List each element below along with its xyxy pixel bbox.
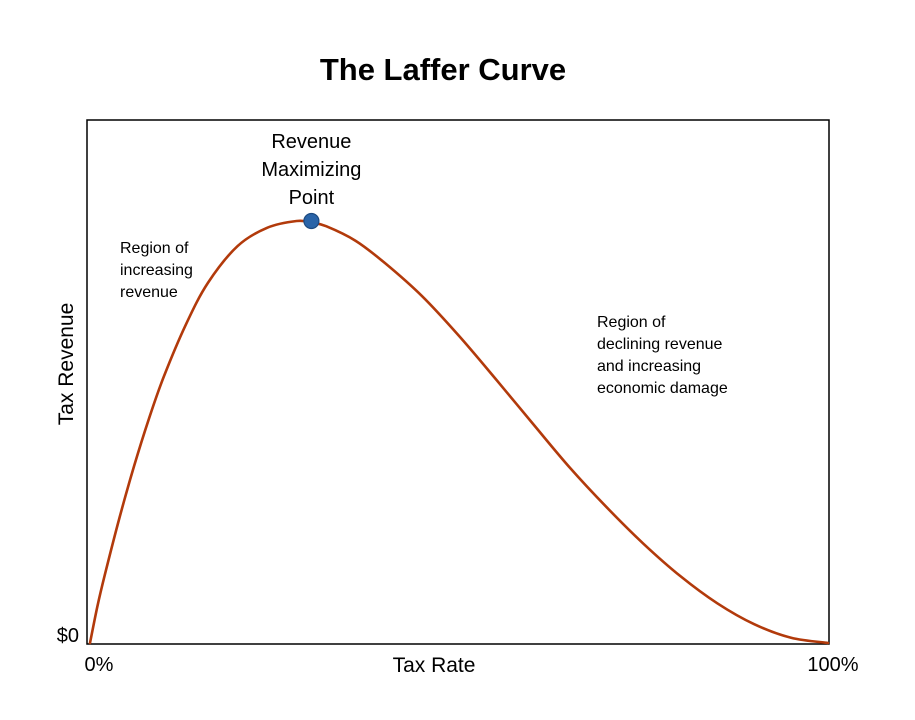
y-axis-label: Tax Revenue — [55, 303, 78, 426]
peak-label-line-1: Revenue — [271, 131, 351, 153]
laffer-curve-line — [88, 219, 830, 645]
y-tick-zero-dollars: $0 — [57, 625, 79, 647]
x-tick-0-percent: 0% — [85, 654, 114, 676]
region-increasing-annotation: Region of increasing revenue — [120, 240, 193, 301]
region-declining-line-1: Region of — [597, 314, 666, 331]
region-declining-line-3: and increasing — [597, 358, 701, 375]
region-declining-line-4: economic damage — [597, 380, 728, 397]
peak-label: Revenue Maximizing Point — [261, 131, 361, 209]
peak-label-line-3: Point — [289, 187, 335, 209]
region-declining-line-2: declining revenue — [597, 336, 723, 353]
revenue-maximizing-point-marker — [303, 212, 320, 230]
peak-label-line-2: Maximizing — [261, 159, 361, 181]
x-tick-100-percent: 100% — [807, 654, 858, 676]
plot-frame — [86, 119, 830, 645]
region-increasing-line-1: Region of — [120, 240, 189, 257]
region-declining-annotation: Region of declining revenue and increasing… — [597, 314, 728, 397]
chart-title: The Laffer Curve — [320, 52, 566, 87]
region-increasing-line-3: revenue — [120, 284, 178, 301]
region-increasing-line-2: increasing — [120, 262, 193, 279]
x-axis-label: Tax Rate — [393, 654, 476, 677]
